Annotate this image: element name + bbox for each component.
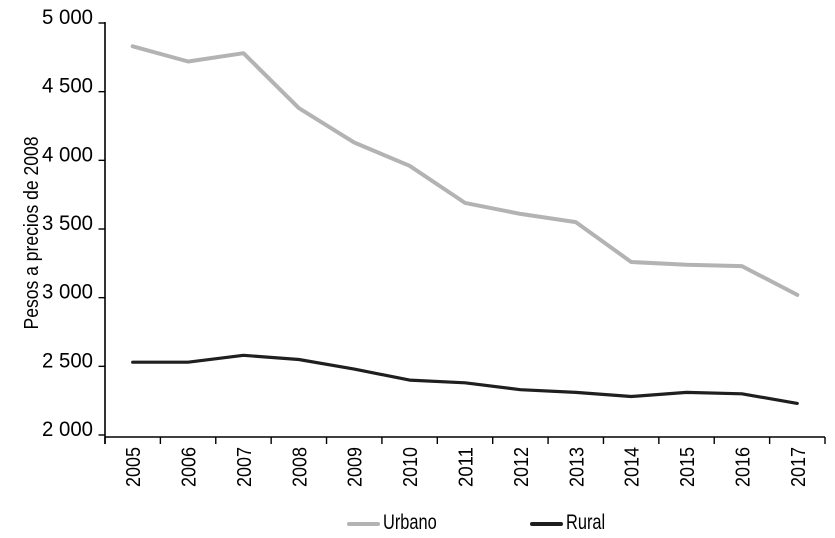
y-tick-label: 3 000 <box>42 281 93 304</box>
legend: Urbano Rural <box>347 512 616 535</box>
x-tick-label: 2015 <box>677 447 699 487</box>
x-tick-label: 2009 <box>345 447 367 487</box>
y-tick-label: 5 000 <box>42 6 93 29</box>
x-tick-label: 2016 <box>732 447 754 487</box>
urbano-line-swatch <box>347 521 380 526</box>
x-axis-ticks <box>104 437 826 444</box>
y-tick-label: 4 500 <box>42 75 93 98</box>
y-axis-ticks: 2 000 2 500 3 000 3 500 4 000 4 500 5 000 <box>42 6 105 441</box>
x-tick-label: 2010 <box>400 447 422 487</box>
axes <box>104 22 825 444</box>
y-tick-label: 3 500 <box>42 212 93 235</box>
x-tick-label: 2005 <box>123 447 145 487</box>
x-tick-label: 2014 <box>622 447 644 487</box>
x-axis-labels: 2005 2006 2007 2008 2009 2010 2011 2012 2013 2014… <box>123 447 810 487</box>
legend-label-urbano: Urbano <box>383 511 437 534</box>
rural-line-swatch <box>529 521 563 526</box>
legend-item-rural: Rural <box>529 511 616 535</box>
series-rural-line <box>131 353 799 405</box>
x-tick-label: 2006 <box>179 447 201 487</box>
y-tick-label: 2 000 <box>42 418 93 441</box>
x-tick-label: 2008 <box>289 447 311 487</box>
legend-label-rural: Rural <box>565 511 606 534</box>
x-tick-label: 2007 <box>234 447 256 487</box>
x-tick-label: 2011 <box>456 447 478 487</box>
y-tick-label: 2 500 <box>42 349 93 372</box>
series-urbano-line <box>130 44 800 297</box>
legend-item-urbano: Urbano <box>347 512 452 535</box>
y-tick-label: 4 000 <box>42 143 93 166</box>
x-tick-label: 2012 <box>511 447 533 487</box>
x-tick-label: 2017 <box>788 447 810 487</box>
x-tick-label: 2013 <box>566 447 588 487</box>
y-axis-title: Pesos a precios de 2008 <box>21 137 43 330</box>
